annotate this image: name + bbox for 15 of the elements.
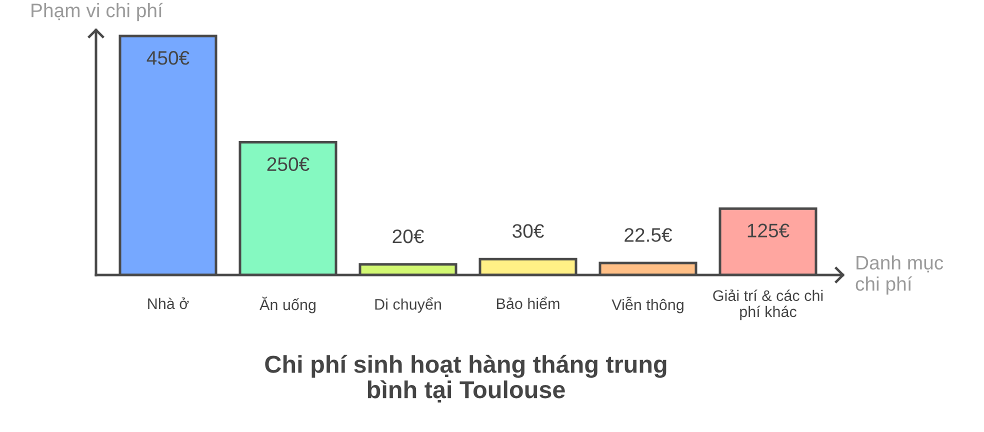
data-label: 450€ — [146, 51, 190, 65]
x-axis-title: Danh mục chi phí — [856, 255, 944, 295]
data-label: 125€ — [748, 224, 790, 238]
data-label: 22.5€ — [624, 228, 672, 242]
data-label: 20€ — [392, 229, 424, 244]
x-tick-label: Di chuyển — [375, 297, 441, 313]
x-tick-label: Viễn thông — [612, 296, 684, 314]
y-axis-title: Phạm vi chi phí — [32, 2, 163, 22]
x-tick-label: Giải trí & các chi phí khác — [713, 290, 823, 320]
x-tick-label: Nhà ở — [148, 297, 189, 310]
text: Chi phí sinh hoạt hàng tháng trung bình tại Toulouse — [265, 354, 666, 402]
data-label: 250€ — [267, 157, 310, 172]
x-tick-label: Ăn uống — [260, 296, 316, 314]
x-tick-label: Bảo hiểm — [496, 296, 560, 310]
data-label: 30€ — [512, 224, 544, 238]
